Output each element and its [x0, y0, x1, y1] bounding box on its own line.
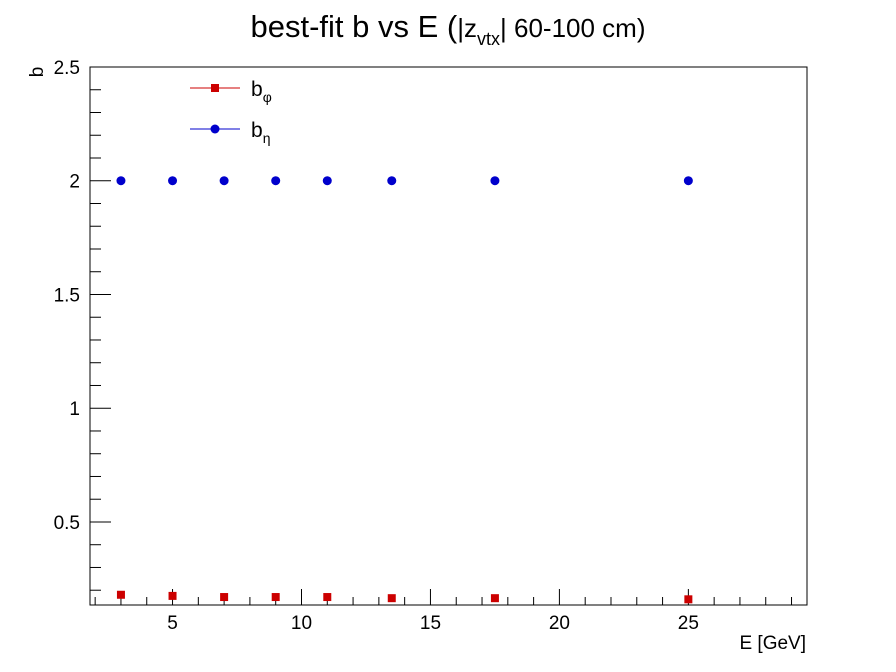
legend-label-phi-base: b — [251, 78, 263, 101]
legend-label-phi-sub: φ — [263, 89, 272, 105]
x-axis-label: E [GeV] — [739, 633, 806, 654]
legend-label-eta: bη — [251, 119, 270, 146]
data-point-series-1 — [271, 176, 281, 186]
data-point-series-1 — [168, 176, 178, 186]
chart-title: best-fit b vs E (|zvtx| 60-100 cm) — [251, 9, 646, 49]
x-tick-label: 10 — [291, 613, 312, 634]
data-point-series-0 — [323, 593, 332, 602]
data-point-series-1 — [116, 176, 126, 186]
data-point-series-1 — [683, 176, 693, 186]
chart-title-rest: | 60-100 cm) — [500, 13, 645, 43]
x-tick-labels: 5 10 15 20 25 — [167, 613, 699, 634]
chart-title-main: best-fit b vs E ( — [251, 9, 458, 44]
legend-marker-phi — [211, 84, 219, 92]
y-tick-label: 0.5 — [54, 513, 80, 534]
data-point-series-0 — [387, 594, 396, 603]
data-point-series-0 — [271, 593, 280, 602]
chart-title-z: |z — [457, 13, 477, 43]
data-point-series-0 — [116, 590, 125, 599]
plot-frame — [89, 66, 808, 606]
legend: bφ bη — [190, 78, 272, 146]
y-tick-label: 2 — [69, 172, 80, 193]
y-axis-label: b — [27, 67, 48, 78]
y-tick-labels: 0.5 1 1.5 2 2.5 — [54, 58, 80, 534]
legend-marker-eta — [210, 124, 220, 134]
data-series — [116, 176, 693, 604]
data-point-series-1 — [322, 176, 332, 186]
legend-entry-phi: bφ — [190, 78, 272, 105]
data-point-series-0 — [168, 591, 177, 600]
y-tick-label: 1.5 — [54, 285, 80, 306]
y-tick-label: 2.5 — [54, 58, 80, 79]
x-tick-label: 20 — [549, 613, 570, 634]
chart-title-z-sub: vtx — [477, 29, 500, 49]
x-tick-label: 15 — [420, 613, 441, 634]
legend-entry-eta: bη — [190, 119, 270, 146]
data-point-series-1 — [387, 176, 397, 186]
legend-label-eta-base: b — [251, 119, 263, 142]
data-point-series-1 — [219, 176, 229, 186]
legend-label-phi: bφ — [251, 78, 272, 105]
data-point-series-1 — [490, 176, 500, 186]
data-point-series-0 — [490, 594, 499, 603]
x-tick-label: 25 — [678, 613, 699, 634]
y-tick-label: 1 — [69, 399, 80, 420]
legend-label-eta-sub: η — [263, 130, 271, 146]
axis-ticks — [90, 66, 793, 605]
data-point-series-0 — [220, 593, 229, 602]
data-point-series-0 — [684, 595, 693, 604]
x-tick-label: 5 — [167, 613, 178, 634]
